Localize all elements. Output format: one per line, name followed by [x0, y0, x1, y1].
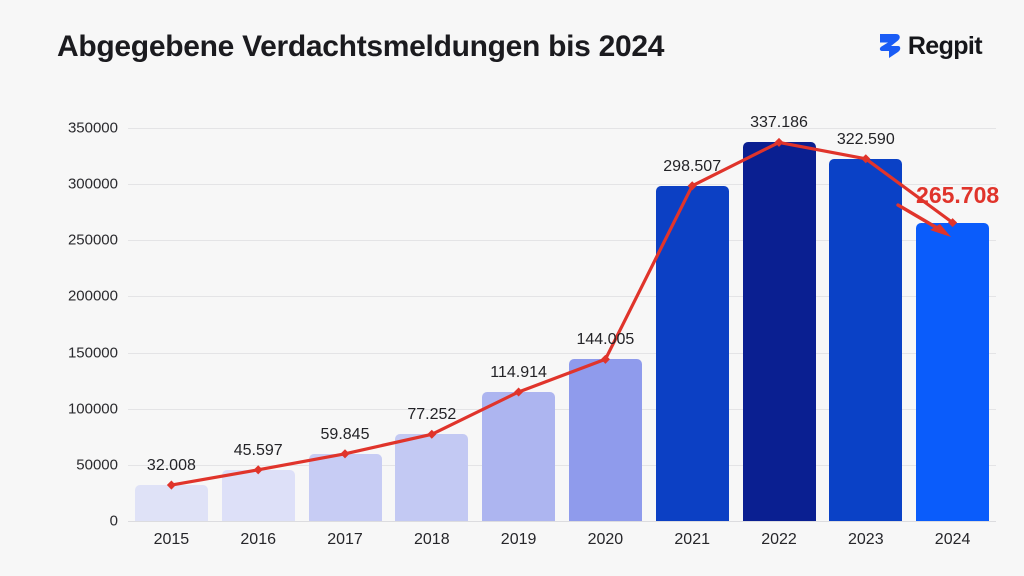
x-axis-tick-label-2017: 2017	[327, 531, 363, 548]
page-title: Abgegebene Verdachtsmeldungen bis 2024	[57, 30, 665, 63]
x-axis-tick-label-2019: 2019	[500, 531, 537, 548]
bar-value-label-2017: 59.845	[320, 425, 370, 443]
x-axis-tick-label-2015: 2015	[153, 531, 190, 548]
bar-value-label-2022: 337.186	[750, 114, 808, 132]
bar-2016[interactable]	[221, 469, 295, 521]
regpit-logo-mark-icon	[879, 34, 901, 58]
bar-2015[interactable]	[134, 485, 208, 521]
bar-2019[interactable]	[482, 391, 556, 521]
bar-2024[interactable]	[916, 222, 990, 521]
bar-2022[interactable]	[742, 142, 816, 521]
y-axis-tick-label: 0	[109, 512, 118, 530]
bar-value-label-2018: 77.252	[407, 406, 457, 424]
y-axis-tick-label: 150000	[67, 344, 118, 362]
bar-value-label-2016: 45.597	[233, 441, 283, 459]
y-axis-tick-label: 350000	[67, 119, 118, 137]
chart-header: Abgegebene Verdachtsmeldungen bis 2024 R…	[0, 0, 1024, 100]
x-axis-tick-label-2020: 2020	[587, 531, 624, 548]
x-axis-tick-label-2024: 2024	[934, 531, 971, 548]
bar-value-label-2019: 114.914	[490, 363, 547, 381]
bar-2018[interactable]	[395, 434, 469, 521]
bar-2020[interactable]	[568, 359, 642, 521]
axis-baseline	[128, 521, 996, 522]
x-axis-tick-label-2018: 2018	[414, 531, 450, 548]
bar-value-label-2021: 298.507	[663, 157, 722, 175]
bar-2023[interactable]	[829, 158, 903, 521]
gridline	[128, 128, 996, 129]
bar-value-label-2023: 322.590	[836, 130, 895, 148]
bar-value-label-2020: 144.005	[576, 331, 635, 349]
y-axis-tick-label: 250000	[67, 231, 118, 249]
bar-2017[interactable]	[308, 453, 382, 521]
y-axis-tick-label: 300000	[67, 175, 118, 193]
x-axis-tick-label-2023: 2023	[848, 531, 884, 548]
brand-name: Regpit	[907, 32, 983, 60]
x-axis-tick-label-2016: 2016	[240, 531, 276, 548]
x-axis-tick-label-2021: 2021	[674, 531, 710, 548]
brand-logo: Regpit	[879, 32, 983, 60]
y-axis-tick-label: 50000	[76, 456, 118, 474]
bar-2021[interactable]	[655, 185, 729, 521]
y-axis-tick-label: 200000	[67, 287, 118, 305]
bar-series	[128, 0, 996, 576]
bar-value-label-2024: 265.708	[916, 182, 1000, 208]
y-axis: 0 50000 100000 150000 200000 250000 300000 3500…	[18, 0, 118, 576]
y-axis-tick-label: 100000	[67, 400, 118, 418]
bar-value-label-2015: 32.008	[146, 457, 196, 475]
x-axis-tick-label-2022: 2022	[761, 531, 797, 548]
